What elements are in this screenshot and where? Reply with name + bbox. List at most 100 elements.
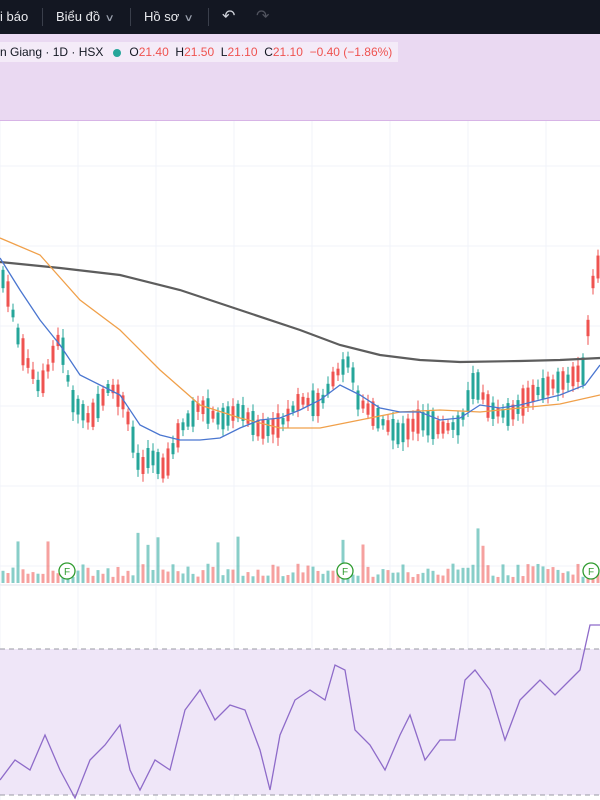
candle-body [81,404,85,421]
candle-body [576,365,580,382]
candle-body [411,418,415,432]
candle-body [541,378,545,399]
volume-bar [561,572,565,583]
volume-bar [126,570,130,583]
profile-menu[interactable]: Hồ sơ ∨ [144,0,194,34]
candle-body [466,390,470,412]
candle-body [61,337,65,365]
volume-bar [76,570,80,583]
volume-bar [421,572,425,583]
volume-bar [471,564,475,583]
redo-icon[interactable]: ↷ [256,8,270,25]
chart-menu[interactable]: Biểu đồ ∨ [56,0,115,34]
candle-body [591,275,595,289]
candle-body [566,374,570,383]
candle-body [306,397,310,407]
candle-body [501,408,505,418]
candle-body [91,402,95,427]
candle-body [236,403,240,419]
candle-body [366,403,370,415]
volume-bar [356,575,360,583]
candle-body [551,379,555,389]
candle-body [136,452,140,470]
volume-bar [351,574,355,583]
candle-body [46,364,50,372]
volume-bar [401,564,405,583]
volume-bar [531,566,535,583]
volume-bar [176,571,180,583]
volume-bar [336,569,340,583]
volume-bar [326,570,330,583]
candle-body [16,327,20,345]
candle-body [316,392,320,417]
volume-bar [226,569,230,583]
volume-bar [501,564,505,583]
symbol-label[interactable]: n Giang · 1D · HSX [0,45,104,59]
volume-bar [56,573,60,583]
candle-body [431,411,435,440]
candle-body [376,407,380,429]
candle-body [481,392,485,400]
chart-menu-label: Biểu đồ [56,9,101,24]
candle-body [216,412,220,425]
volume-bar [106,568,110,583]
candle-body [256,419,260,437]
alerts-menu[interactable]: i báo [0,9,29,24]
volume-bar [341,539,345,583]
volume-bar [236,536,240,583]
volume-bar [461,567,465,583]
candle-body [281,418,285,425]
volume-bar [141,564,145,583]
candle-body [406,418,410,440]
volume-bar [536,563,540,583]
candle-body [361,400,365,409]
event-marker-circle [582,562,600,580]
volume-bar [286,574,290,583]
candle-body [101,388,105,406]
volume-bar [111,576,115,583]
volume-bar [266,575,270,583]
volume-bar [546,569,550,583]
volume-bar [496,576,500,583]
candle-body [416,409,420,434]
candle-body [26,358,30,368]
volume-bar [171,564,175,583]
volume-bar [146,544,150,583]
candle-body [301,396,305,405]
volume-bar [246,572,250,583]
ma-long-line [0,260,600,364]
candle-body [206,398,210,424]
volume-bar [276,566,280,583]
candle-body [96,393,100,419]
candle-body [586,319,590,337]
candle-body [121,395,125,410]
candle-body [356,390,360,410]
volume-bar [451,563,455,583]
event-marker-label: F [342,567,348,578]
candle-body [21,338,25,366]
undo-icon[interactable]: ↶ [222,8,236,25]
volume-bar [91,575,95,583]
candle-body [1,269,5,289]
volume-bar [596,569,600,583]
candle-body [561,371,565,390]
candle-body [351,367,355,383]
volume-bar [306,565,310,583]
candle-body [526,387,530,407]
candle-body [176,423,180,448]
volume-bar [296,563,300,583]
top-toolbar: i báo Biểu đồ ∨ Hồ sơ ∨ ↶ ↷ [0,0,600,34]
candle-body [521,388,525,416]
volume-bar [191,573,195,583]
volume-bar [436,574,440,583]
volume-bar [526,564,530,583]
candle-body [581,357,585,385]
candle-body [511,404,515,420]
candle-body [336,368,340,376]
volume-bar [36,573,40,583]
change-value: −0.40 (−1.86%) [309,45,393,59]
ohlc-legend: n Giang · 1D · HSX O21.40 H21.50 L21.10 C… [0,42,399,62]
volume-bar [1,570,5,583]
volume-bar [186,566,190,583]
